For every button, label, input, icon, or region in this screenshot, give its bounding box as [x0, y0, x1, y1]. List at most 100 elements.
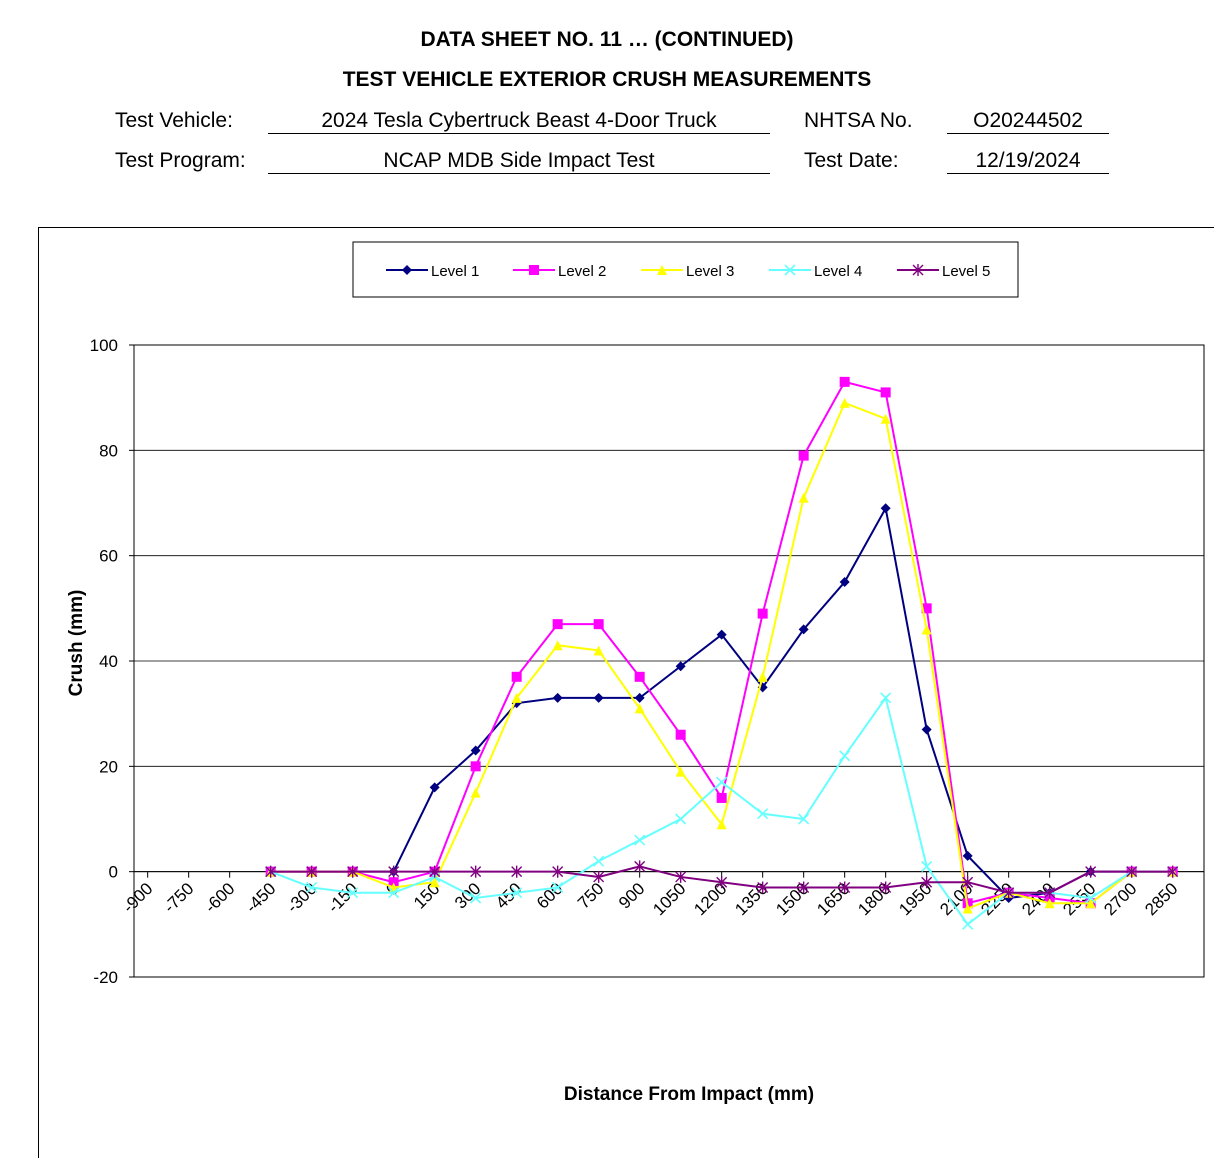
data-point — [1085, 898, 1096, 909]
data-point — [798, 813, 810, 825]
data-point — [839, 376, 850, 387]
data-point — [634, 703, 645, 714]
data-point — [1085, 892, 1097, 904]
data-point — [921, 860, 933, 872]
legend-entry: Level 3 — [641, 263, 734, 280]
legend-marker — [402, 265, 412, 275]
data-point — [306, 865, 318, 878]
data-point — [962, 918, 974, 930]
data-point — [839, 577, 850, 587]
data-point — [675, 766, 686, 777]
page-title: DATA SHEET NO. 11 … (CONTINUED) — [420, 28, 794, 51]
data-point — [347, 865, 359, 878]
data-point — [634, 860, 646, 873]
data-point — [962, 903, 973, 914]
y-tick-label: 0 — [109, 863, 118, 882]
data-point — [675, 813, 687, 825]
data-point — [798, 624, 809, 635]
data-point — [511, 692, 522, 703]
y-tick-label: 40 — [99, 652, 118, 671]
data-point — [1126, 865, 1138, 878]
legend-marker — [657, 265, 667, 275]
test-program-label: Test Program: — [115, 149, 246, 172]
test-date-value: 12/19/2024 — [947, 149, 1109, 174]
data-point — [1003, 886, 1015, 899]
page-subtitle: TEST VEHICLE EXTERIOR CRUSH MEASUREMENTS — [342, 68, 872, 91]
data-point — [634, 834, 646, 846]
data-point — [347, 887, 359, 899]
y-axis-title: Crush (mm) — [66, 590, 87, 697]
legend-entry: Level 2 — [513, 263, 606, 280]
nhtsa-number-label: NHTSA No. — [804, 109, 913, 132]
data-point — [388, 877, 399, 888]
data-point — [757, 881, 769, 894]
data-point — [921, 876, 933, 889]
data-point — [388, 887, 400, 899]
data-point — [593, 870, 605, 883]
data-point — [429, 877, 440, 888]
data-point — [880, 881, 892, 894]
data-point — [675, 729, 686, 740]
data-point — [880, 692, 892, 704]
data-point — [798, 881, 810, 894]
data-point — [798, 492, 809, 503]
y-tick-label: 60 — [99, 547, 118, 566]
data-point — [798, 450, 809, 461]
data-point — [880, 503, 891, 514]
legend-label: Level 1 — [431, 263, 479, 280]
data-point — [552, 865, 564, 878]
data-point — [388, 865, 400, 878]
data-point — [962, 876, 974, 889]
data-point — [757, 671, 768, 682]
data-point — [716, 819, 727, 830]
data-point — [511, 865, 523, 878]
data-point — [1085, 865, 1097, 878]
data-point — [921, 603, 932, 614]
data-point — [552, 692, 563, 703]
test-vehicle-value: 2024 Tesla Cybertruck Beast 4-Door Truck — [268, 109, 770, 134]
legend-label: Level 3 — [686, 263, 734, 280]
data-point — [511, 887, 523, 899]
data-point — [470, 865, 482, 878]
y-tick-label: 20 — [99, 757, 118, 776]
data-point — [716, 629, 727, 640]
data-point — [880, 387, 891, 398]
data-point — [634, 671, 645, 682]
data-point — [716, 792, 727, 803]
data-point — [757, 808, 769, 820]
data-point — [839, 397, 850, 408]
data-point — [921, 624, 932, 635]
data-point — [839, 881, 851, 894]
legend-entry: Level 1 — [386, 263, 479, 280]
legend-marker — [784, 264, 796, 276]
data-point — [552, 881, 564, 894]
data-point — [675, 661, 686, 672]
data-point — [470, 745, 481, 756]
data-point — [552, 640, 563, 651]
data-point — [921, 724, 932, 735]
data-point — [593, 645, 604, 656]
data-point — [593, 855, 605, 867]
legend-label: Level 5 — [942, 263, 990, 280]
y-tick-label: 80 — [99, 441, 118, 460]
data-point — [757, 608, 768, 619]
data-point — [593, 692, 604, 703]
data-point — [716, 876, 728, 889]
test-vehicle-label: Test Vehicle: — [115, 109, 233, 132]
data-point — [470, 761, 481, 772]
data-point — [470, 787, 481, 798]
legend-label: Level 2 — [558, 263, 606, 280]
test-program-value: NCAP MDB Side Impact Test — [268, 149, 770, 174]
chart-frame — [38, 227, 1214, 1158]
series-level-5 — [265, 860, 1179, 899]
y-tick-label: -20 — [93, 968, 118, 987]
data-point — [470, 892, 482, 904]
legend-marker — [912, 264, 924, 276]
legend-label: Level 4 — [814, 263, 862, 280]
x-axis-title: Distance From Impact (mm) — [564, 1084, 814, 1105]
data-point — [552, 619, 563, 630]
data-point — [1167, 865, 1179, 878]
data-point — [880, 413, 891, 424]
data-point — [962, 850, 973, 861]
